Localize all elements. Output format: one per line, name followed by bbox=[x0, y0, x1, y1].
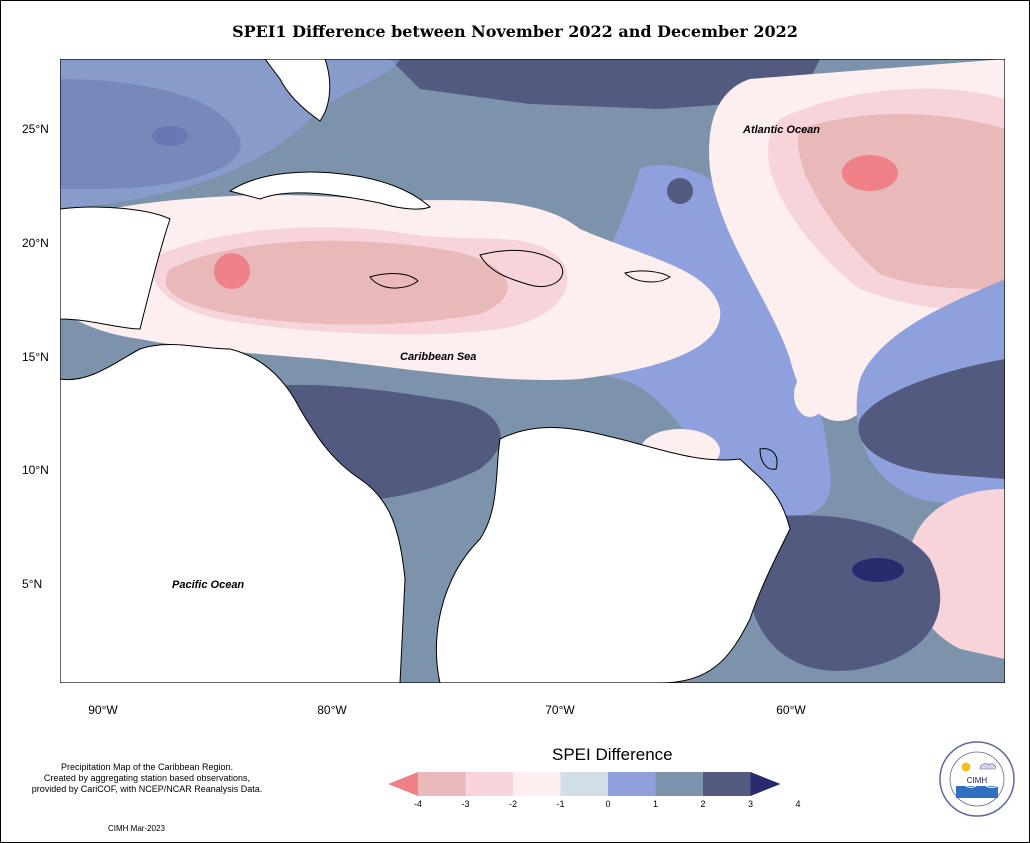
color-legend bbox=[388, 772, 781, 796]
field-barbados-neg bbox=[794, 373, 826, 417]
legend-tick-label: -3 bbox=[461, 799, 470, 809]
lat-label: 15°N bbox=[22, 350, 49, 364]
method-note: Precipitation Map of the Caribbean Regio… bbox=[12, 762, 282, 795]
land-trinidad bbox=[759, 448, 778, 470]
cimh-logo: CIMH bbox=[939, 741, 1015, 817]
land-south-america bbox=[435, 426, 791, 683]
spei-map bbox=[60, 59, 1005, 683]
legend-tick-label: -1 bbox=[556, 799, 565, 809]
field-carib-strong-neg bbox=[165, 240, 508, 325]
legend-tick-label: 4 bbox=[795, 799, 801, 809]
legend-tick-label: 1 bbox=[652, 799, 659, 809]
field-east-dark-pos bbox=[858, 359, 1005, 479]
legend-arrow-left bbox=[388, 772, 418, 796]
field-center-dark bbox=[667, 178, 693, 204]
atlantic-ocean-label: Atlantic Ocean bbox=[743, 124, 821, 136]
field-south-dark-2 bbox=[748, 515, 941, 671]
lat-label: 5°N bbox=[22, 577, 43, 591]
field-guyana-core bbox=[852, 558, 904, 582]
legend-swatch bbox=[560, 772, 608, 796]
sun-icon bbox=[961, 762, 971, 772]
legend-swatch bbox=[655, 772, 703, 796]
legend-swatch bbox=[703, 772, 751, 796]
legend-tick-label: -2 bbox=[508, 799, 518, 809]
field-atl-core bbox=[842, 155, 898, 191]
lat-label: 20°N bbox=[22, 236, 49, 250]
legend-swatch bbox=[608, 772, 656, 796]
land-puerto-rico bbox=[624, 270, 671, 283]
land-yucatan bbox=[60, 206, 171, 330]
cloud-icon bbox=[979, 763, 996, 770]
map-title: SPEI1 Difference between November 2022 a… bbox=[232, 22, 798, 41]
logo-text: CIMH bbox=[967, 776, 988, 785]
credit-text: CIMH Mar-2023 bbox=[108, 824, 165, 833]
pacific-ocean-label: Pacific Ocean bbox=[172, 579, 245, 591]
caribbean-sea-label: Caribbean Sea bbox=[400, 351, 477, 363]
land-central-america bbox=[60, 344, 406, 683]
land-florida bbox=[264, 59, 331, 122]
lon-label: 80°W bbox=[317, 703, 347, 717]
land-jamaica bbox=[369, 273, 419, 289]
legend-swatch bbox=[465, 772, 513, 796]
field-carib-core bbox=[214, 253, 250, 289]
legend-swatch bbox=[513, 772, 561, 796]
method-note-line: provided by CariCOF, with NCEP/NCAR Rean… bbox=[31, 784, 263, 794]
field-north-dark bbox=[390, 59, 820, 109]
legend-tick-label: 3 bbox=[747, 799, 754, 809]
legend-tick-label: 0 bbox=[605, 799, 611, 809]
legend-arrow-right bbox=[750, 772, 781, 796]
legend-tick-label: -4 bbox=[413, 799, 423, 809]
lat-label: 10°N bbox=[22, 463, 49, 477]
water-icon bbox=[956, 786, 998, 798]
legend-tick-label: 2 bbox=[700, 799, 706, 809]
land-cuba bbox=[228, 171, 431, 210]
legend-swatch bbox=[418, 772, 466, 796]
method-note-line: Precipitation Map of the Caribbean Regio… bbox=[60, 762, 234, 772]
land-hispaniola bbox=[479, 249, 563, 287]
field-atl-strong-neg bbox=[797, 114, 1005, 289]
lon-label: 70°W bbox=[545, 703, 575, 717]
lon-label: 60°W bbox=[776, 703, 806, 717]
lat-label: 25°N bbox=[22, 122, 49, 136]
lon-label: 90°W bbox=[88, 703, 118, 717]
legend-title: SPEI Difference bbox=[552, 745, 673, 764]
method-note-line: Created by aggregating station based obs… bbox=[43, 773, 251, 783]
map-panel bbox=[60, 59, 1005, 683]
